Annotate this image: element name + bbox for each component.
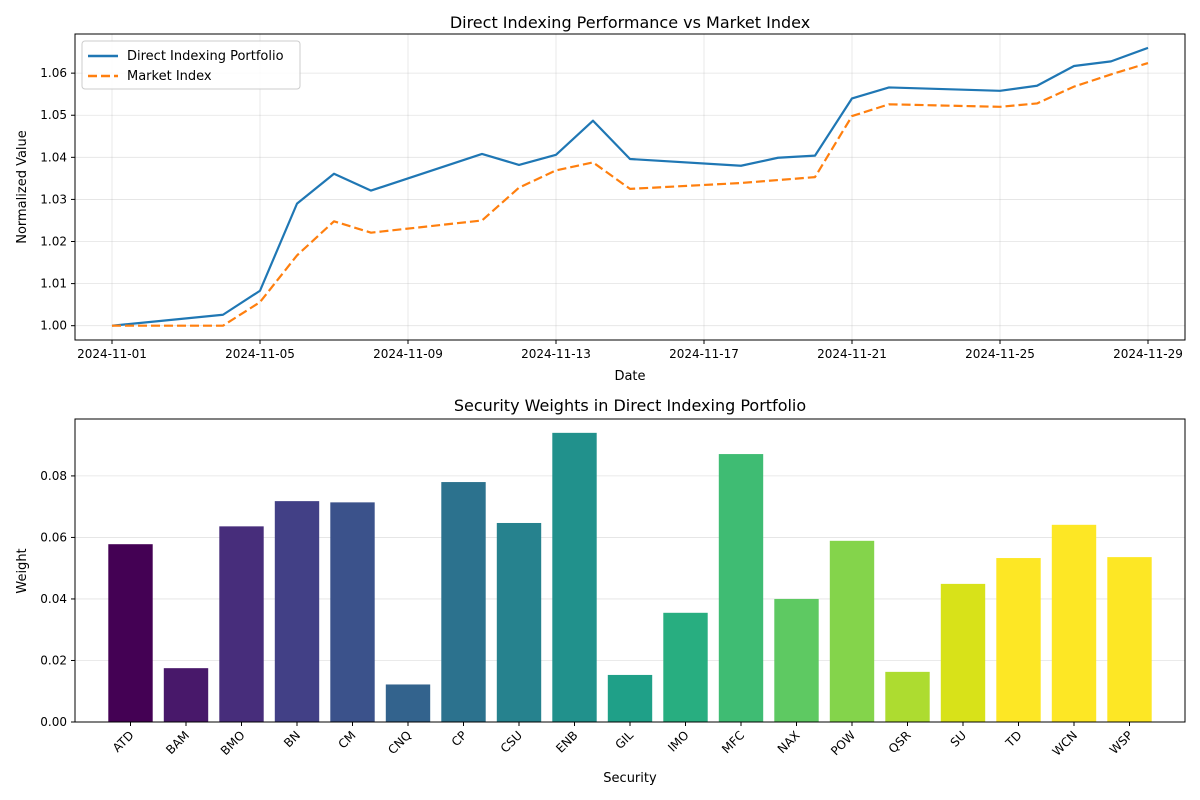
bar-chart-x-label: Security xyxy=(603,771,657,786)
bar-cnq xyxy=(385,684,431,722)
line-y-tick-label-3: 1.03 xyxy=(40,192,67,206)
line-chart-y-label: Normalized Value xyxy=(15,130,30,244)
line-chart-grid xyxy=(75,34,1185,340)
bar-x-tick-label-bam: BAM xyxy=(163,728,192,757)
bar-enb xyxy=(552,432,597,722)
bar-pow xyxy=(829,540,875,722)
line-chart-legend: Direct Indexing Portfolio Market Index xyxy=(81,40,301,90)
bar-chart-title: Security Weights in Direct Indexing Port… xyxy=(454,396,806,415)
line-y-tick-label-6: 1.06 xyxy=(40,66,67,80)
line-y-tick-label-2: 1.02 xyxy=(40,235,67,249)
bar-y-tick-label-4: 0.08 xyxy=(40,469,67,483)
line-x-tick-label-1: 2024-11-05 xyxy=(225,347,295,361)
bar-bam xyxy=(163,668,209,722)
bar-x-tick-label-pow: POW xyxy=(828,728,858,758)
line-chart-series xyxy=(111,46,1149,327)
bar-wsp xyxy=(1107,557,1152,722)
line-chart-title: Direct Indexing Performance vs Market In… xyxy=(450,13,810,32)
line-x-tick-label-2: 2024-11-09 xyxy=(373,347,443,361)
bar-x-tick-label-wcn: WCN xyxy=(1050,728,1081,759)
bar-x-tick-label-cm: CM xyxy=(335,728,358,751)
bar-bn xyxy=(274,501,320,722)
bar-bmo xyxy=(219,526,264,722)
bar-nax xyxy=(774,598,819,722)
bar-chart-bars xyxy=(108,432,1152,722)
bar-y-tick-label-2: 0.04 xyxy=(40,592,67,606)
bar-x-tick-label-nax: NAX xyxy=(775,728,803,756)
line-chart-frame xyxy=(74,33,1186,341)
bar-x-tick-label-qsr: QSR xyxy=(886,728,914,756)
legend-label-portfolio: Direct Indexing Portfolio xyxy=(127,49,284,64)
bar-chart-y-label: Weight xyxy=(15,548,30,593)
bar-x-tick-label-bn: BN xyxy=(281,728,303,750)
bar-gil xyxy=(607,674,653,722)
bar-chart-y-ticks: 0.00 0.02 0.04 0.06 0.08 xyxy=(40,469,75,729)
line-x-tick-label-6: 2024-11-25 xyxy=(965,347,1035,361)
bar-x-tick-label-atd: ATD xyxy=(110,728,137,755)
line-y-tick-label-1: 1.01 xyxy=(40,277,67,291)
line-x-tick-label-5: 2024-11-21 xyxy=(817,347,887,361)
line-series-1 xyxy=(112,61,1149,327)
bar-y-tick-label-1: 0.02 xyxy=(40,653,67,667)
bar-x-tick-label-cp: CP xyxy=(449,728,470,749)
line-y-tick-label-4: 1.04 xyxy=(40,150,67,164)
line-x-tick-label-3: 2024-11-13 xyxy=(521,347,591,361)
bar-wcn xyxy=(1051,524,1097,722)
bar-x-tick-label-td: TD xyxy=(1002,728,1024,750)
line-x-tick-label-0: 2024-11-01 xyxy=(77,347,147,361)
bar-x-tick-label-cnq: CNQ xyxy=(385,728,414,757)
bar-atd xyxy=(108,544,153,722)
bar-x-tick-label-mfc: MFC xyxy=(719,728,747,756)
bar-x-tick-label-csu: CSU xyxy=(498,728,525,755)
bar-cm xyxy=(330,502,375,722)
bar-qsr xyxy=(885,671,930,722)
bar-chart-x-ticks: ATD BAM BMO BN CM CNQ CP CSU ENB GIL IMO MFC NAX POW Q… xyxy=(110,722,1136,759)
bar-su xyxy=(940,583,986,722)
bar-y-tick-label-0: 0.00 xyxy=(40,715,67,729)
bar-imo xyxy=(663,612,708,722)
bar-x-tick-label-su: SU xyxy=(948,728,970,750)
line-series-0 xyxy=(111,46,1149,327)
line-x-tick-label-4: 2024-11-17 xyxy=(669,347,739,361)
bar-x-tick-label-gil: GIL xyxy=(612,728,636,752)
line-y-tick-label-5: 1.05 xyxy=(40,108,67,122)
legend-label-market: Market Index xyxy=(127,69,212,84)
line-x-tick-label-7: 2024-11-29 xyxy=(1113,347,1183,361)
line-chart: Direct Indexing Performance vs Market In… xyxy=(15,13,1186,384)
bar-mfc xyxy=(718,454,764,722)
bar-chart: Security Weights in Direct Indexing Port… xyxy=(15,396,1186,786)
line-chart-x-label: Date xyxy=(614,369,645,384)
line-chart-x-ticks: 2024-11-01 2024-11-05 2024-11-09 2024-11-13… xyxy=(77,340,1183,361)
bar-csu xyxy=(496,522,542,722)
legend-box xyxy=(81,40,301,90)
bar-x-tick-label-wsp: WSP xyxy=(1107,728,1136,757)
bar-y-tick-label-3: 0.06 xyxy=(40,530,67,544)
bar-td xyxy=(996,558,1041,722)
bar-cp xyxy=(441,482,486,722)
line-chart-y-ticks: 1.00 1.01 1.02 1.03 1.04 1.05 1.06 xyxy=(40,66,75,333)
bar-x-tick-label-bmo: BMO xyxy=(218,728,248,758)
bar-x-tick-label-imo: IMO xyxy=(665,728,691,754)
bar-x-tick-label-enb: ENB xyxy=(553,728,580,755)
line-y-tick-label-0: 1.00 xyxy=(40,319,67,333)
